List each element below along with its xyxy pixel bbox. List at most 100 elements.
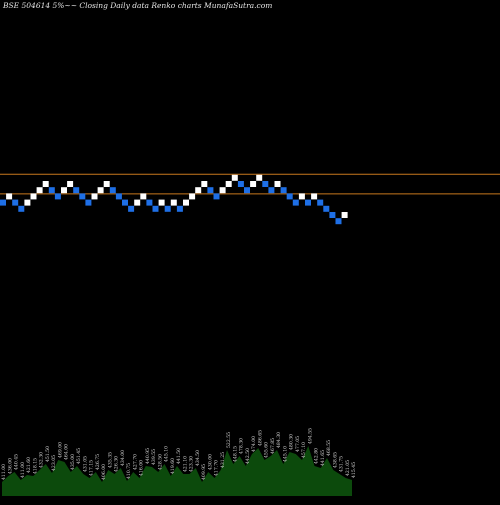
renko-brick-up (219, 187, 226, 194)
volume-label: 423.05 (51, 455, 57, 471)
renko-brick-down (176, 205, 183, 212)
renko-brick-down (73, 187, 80, 194)
volume-label: 441.50 (176, 448, 182, 464)
volume-label: 442.50 (245, 448, 251, 464)
volume-label: 431.05 (82, 456, 88, 472)
renko-brick-down (79, 193, 86, 200)
volume-label: 410.75 (126, 463, 132, 479)
renko-brick-down (305, 199, 311, 206)
renko-brick-up (170, 199, 177, 206)
renko-brick-up (134, 199, 141, 206)
volume-label: 468.55 (326, 440, 332, 456)
volume-label: 469.00 (57, 442, 63, 458)
volume-label: 494.55 (307, 428, 313, 444)
renko-brick-up (201, 181, 208, 187)
volume-label: 435.35 (107, 452, 113, 468)
renko-brick-up (6, 193, 13, 200)
renko-brick-up (103, 181, 110, 187)
volume-fill (2, 446, 352, 496)
volume-label: 477.05 (295, 436, 301, 452)
renko-brick-down (54, 193, 61, 200)
volume-label: 451.45 (76, 448, 82, 464)
volume-labels: 411.00 436.00 440.45 411.00 421.60 418.15 432.… (1, 428, 357, 480)
volume-label: 467.85 (270, 438, 276, 454)
renko-brick-up (183, 199, 189, 206)
renko-brick-up (231, 174, 238, 181)
renko-brick-up (97, 187, 104, 194)
volume-label: 421.10 (182, 456, 188, 472)
volume-label: 448.15 (232, 446, 238, 462)
renko-brick-down (323, 205, 330, 212)
renko-brick-up (298, 193, 305, 200)
volume-label: 445.10 (164, 446, 170, 462)
volume-label: 435.00 (70, 454, 76, 470)
volume-label: 440.95 (145, 448, 151, 464)
renko-brick-up (225, 181, 232, 187)
volume-label: 451.50 (45, 446, 51, 462)
volume-label: 418.15 (32, 458, 38, 474)
renko-brick-up (61, 187, 67, 194)
volume-label: 480.30 (289, 434, 295, 450)
renko-brick-down (115, 193, 122, 200)
volume-label: 406.00 (101, 464, 107, 480)
renko-brick-down (18, 205, 25, 212)
chart-title: BSE 504614 5%~~ Closing Daily data Renko… (3, 1, 273, 10)
volume-label: 457.10 (301, 442, 307, 458)
renko-brick-down (85, 199, 92, 206)
renko-brick-down (317, 199, 324, 206)
volume-label: 486.65 (257, 430, 263, 446)
volume-label: 432.30 (39, 452, 45, 468)
renko-brick-down (280, 187, 287, 194)
volume-label: 430.00 (207, 454, 213, 470)
renko-brick-down (244, 187, 250, 194)
volume-label: 427.70 (132, 454, 138, 470)
volume-label: 428.50 (157, 454, 163, 470)
volume-label: 440.45 (14, 454, 20, 470)
renko-brick-up (274, 181, 281, 187)
volume-label: 421.60 (26, 457, 32, 473)
renko-brick-up (189, 193, 196, 200)
volume-label: 439.55 (151, 449, 157, 465)
renko-brick-down (329, 212, 336, 218)
volume-label: 419.60 (170, 458, 176, 474)
renko-brick-up (250, 181, 257, 187)
volume-label: 455.60 (264, 442, 270, 458)
volume-label: 411.00 (20, 462, 26, 478)
volume-label: 441.65 (320, 450, 326, 466)
volume-label: 464.00 (64, 444, 70, 460)
renko-bricks (0, 174, 348, 225)
volume-label: 426.75 (95, 454, 101, 470)
renko-brick-down (146, 199, 153, 206)
renko-brick-down (0, 199, 6, 206)
renko-brick-up (140, 193, 147, 200)
renko-brick-up (91, 193, 98, 200)
renko-brick-up (195, 187, 202, 194)
renko-brick-down (109, 187, 116, 194)
volume-label: 417.15 (89, 460, 95, 476)
renko-brick-down (237, 181, 244, 187)
renko-brick-up (67, 181, 74, 187)
volume-label: 436.00 (7, 458, 13, 474)
renko-brick-down (122, 199, 128, 206)
volume-label: 411.00 (1, 464, 7, 480)
volume-label: 445.10 (282, 446, 288, 462)
volume-label: 442.80 (314, 448, 320, 464)
renko-brick-up (24, 199, 31, 206)
renko-brick-down (262, 181, 269, 187)
renko-brick-down (164, 205, 171, 212)
renko-brick-up (36, 187, 43, 194)
volume-label: 417.70 (214, 460, 220, 476)
renko-brick-down (292, 199, 299, 206)
volume-label: 421.05 (345, 460, 351, 476)
volume-area (2, 446, 352, 496)
renko-brick-down (12, 199, 19, 206)
volume-label: 522.55 (226, 432, 232, 448)
renko-brick-up (256, 174, 263, 181)
volume-label: 474.00 (251, 436, 257, 452)
renko-brick-up (42, 181, 49, 187)
volume-label: 431.25 (220, 452, 226, 468)
renko-brick-down (335, 218, 342, 225)
renko-brick-up (341, 212, 348, 218)
renko-brick-down (268, 187, 275, 194)
